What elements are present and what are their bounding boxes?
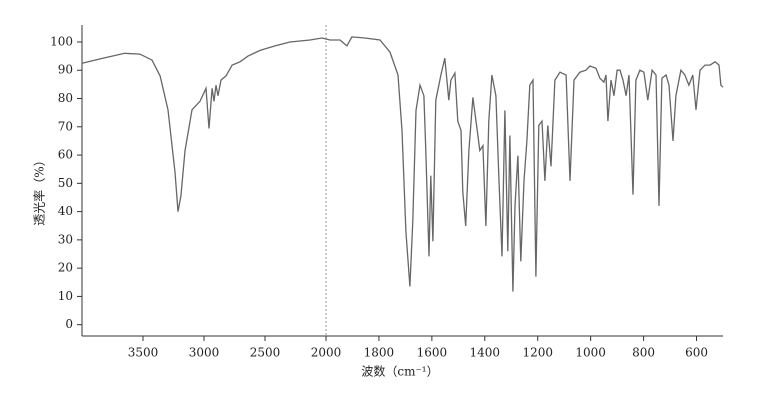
y-tick-label: 100 [50, 34, 73, 48]
x-tick-label: 3000 [189, 346, 220, 360]
y-tick-label: 70 [58, 119, 73, 133]
x-axis-title: 波数（cm⁻¹） [361, 364, 438, 379]
x-tick-label: 1600 [417, 346, 448, 360]
y-tick-label: 30 [58, 232, 73, 246]
x-tick-label: 600 [685, 346, 708, 360]
y-tick-label: 10 [58, 289, 73, 303]
x-tick-label: 1400 [470, 346, 501, 360]
x-tick-label: 1800 [364, 346, 395, 360]
y-tick-label: 80 [58, 91, 73, 105]
y-tick-label: 40 [58, 204, 73, 218]
x-tick-label: 2500 [250, 346, 281, 360]
y-tick-label: 20 [58, 261, 73, 275]
y-tick-label: 50 [58, 176, 73, 190]
y-axis-title: 透光率（%） [32, 154, 47, 225]
y-tick-label: 60 [58, 148, 73, 162]
y-tick-label: 90 [58, 63, 73, 77]
spectrum-line [81, 36, 724, 292]
x-tick-label: 1000 [575, 346, 606, 360]
x-tick-label: 800 [632, 346, 655, 360]
x-tick-label: 3500 [128, 346, 159, 360]
x-tick-label: 2000 [311, 346, 342, 360]
x-tick-label: 1200 [522, 346, 553, 360]
y-tick-label: 0 [65, 317, 73, 331]
